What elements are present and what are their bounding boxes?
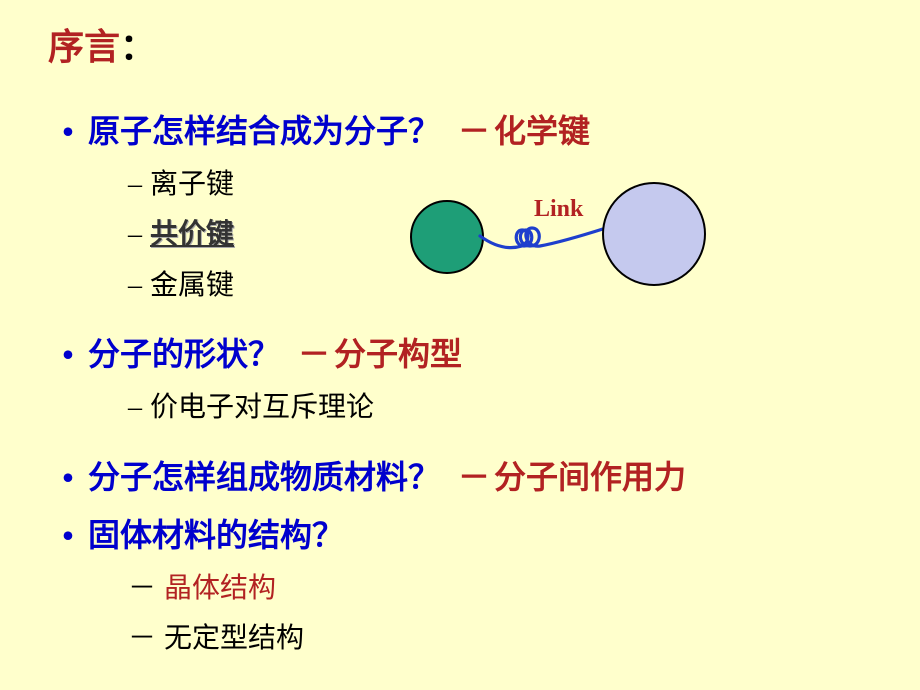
- bullet-row-4: • 固体材料的结构？: [48, 510, 880, 556]
- sub-item-2-1: –价电子对互斥理论: [48, 383, 880, 433]
- sub-dash: –: [128, 219, 142, 250]
- slide-title: 序言：: [48, 18, 880, 70]
- link-diagram: Link: [410, 182, 710, 282]
- sub-item-4-1: － 晶体结构: [48, 564, 880, 614]
- sub-dash: －: [128, 573, 156, 604]
- dash-3: －: [458, 452, 490, 498]
- slide-container: 序言： • 原子怎样结合成为分子？ － 化学键 –离子键 –共价键 –金属键 •…: [0, 0, 920, 690]
- bullet-dot-icon: •: [48, 459, 88, 496]
- sub-text-crystal: 晶体结构: [164, 573, 276, 604]
- sub-text: 无定型结构: [164, 623, 304, 654]
- bullet-dot-icon: •: [48, 336, 88, 373]
- link-label: Link: [534, 196, 583, 223]
- question-1: 原子怎样结合成为分子？: [88, 106, 440, 152]
- bullet-item-4: • 固体材料的结构？ － 晶体结构 － 无定型结构: [48, 510, 880, 665]
- bullet-row-3: • 分子怎样组成物质材料？ － 分子间作用力: [48, 452, 880, 498]
- sublist-2: –价电子对互斥理论: [48, 383, 880, 433]
- bullet-dot-icon: •: [48, 113, 88, 150]
- sub-text: 离子键: [150, 169, 234, 200]
- bullet-dot-icon: •: [48, 517, 88, 554]
- sub-item-4-2: － 无定型结构: [48, 614, 880, 664]
- bullet-item-3: • 分子怎样组成物质材料？ － 分子间作用力: [48, 452, 880, 498]
- sub-dash: –: [128, 169, 142, 200]
- answer-2: 分子构型: [334, 329, 462, 375]
- question-2: 分子的形状？: [88, 329, 280, 375]
- right-circle-icon: [602, 182, 706, 286]
- sub-dash: －: [128, 623, 156, 654]
- dash-2: －: [298, 329, 330, 375]
- sub-dash: –: [128, 270, 142, 301]
- sublist-4: － 晶体结构 － 无定型结构: [48, 564, 880, 665]
- sub-dash: –: [128, 392, 142, 423]
- sub-text-covalent: 共价键: [150, 219, 234, 250]
- title-colon: ：: [120, 27, 156, 67]
- answer-1: 化学键: [494, 106, 590, 152]
- bullet-row-1: • 原子怎样结合成为分子？ － 化学键: [48, 106, 880, 152]
- question-3: 分子怎样组成物质材料？: [88, 452, 440, 498]
- bullet-item-2: • 分子的形状？ － 分子构型 –价电子对互斥理论: [48, 329, 880, 433]
- sub-text: 金属键: [150, 270, 234, 301]
- answer-3: 分子间作用力: [494, 452, 686, 498]
- question-4: 固体材料的结构？: [88, 510, 344, 556]
- sub-text: 价电子对互斥理论: [150, 392, 374, 423]
- bullet-row-2: • 分子的形状？ － 分子构型: [48, 329, 880, 375]
- dash-1: －: [458, 106, 490, 152]
- title-text: 序言: [48, 27, 120, 67]
